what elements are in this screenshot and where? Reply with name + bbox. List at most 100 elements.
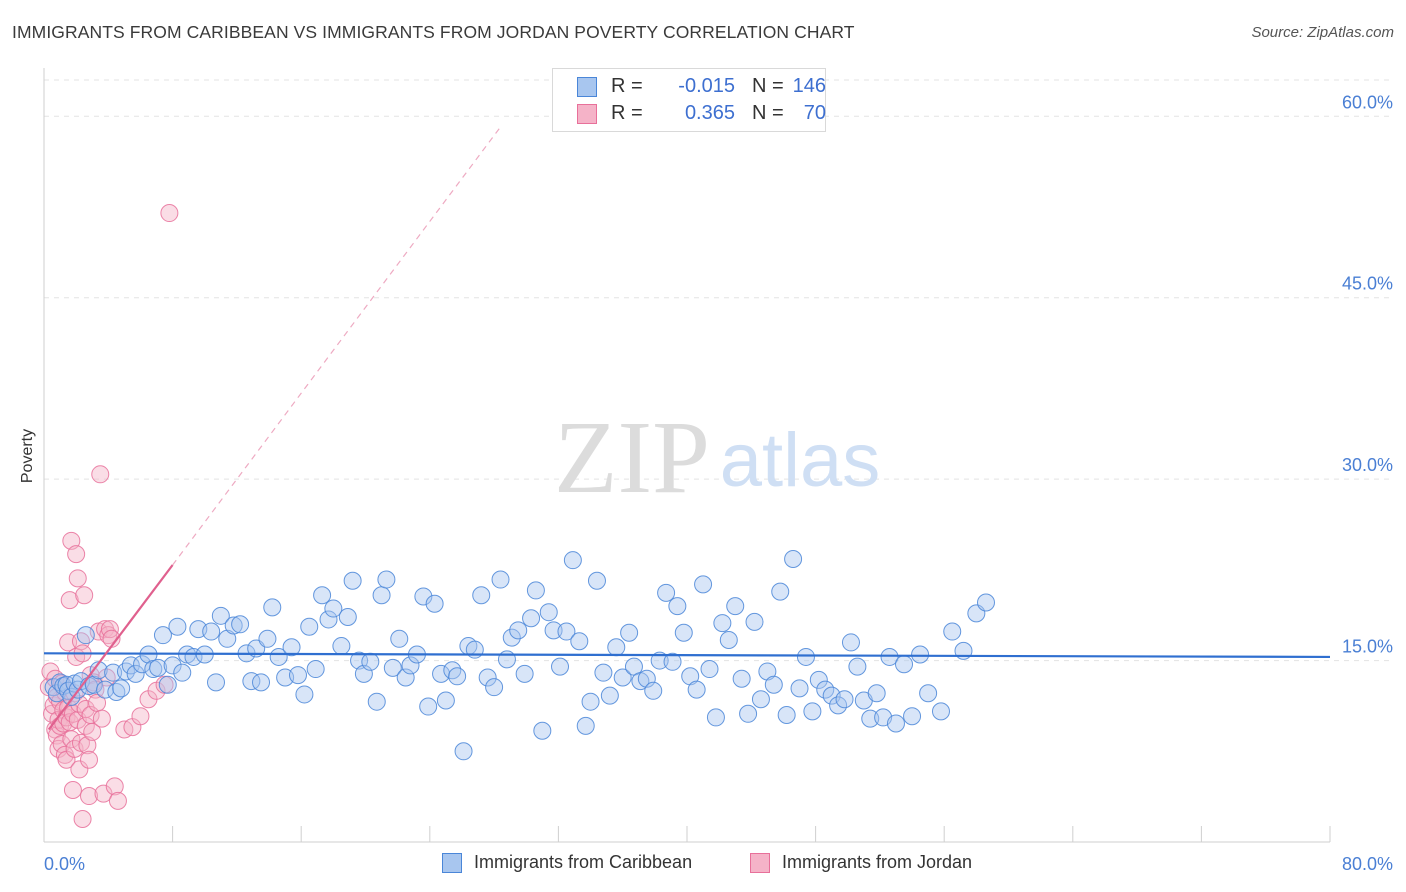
caribbean-trend-line xyxy=(43,652,1331,659)
caribbean-point xyxy=(570,632,589,651)
caribbean-point xyxy=(288,666,307,685)
caribbean-point xyxy=(533,721,552,740)
jordan-point xyxy=(59,633,78,652)
caribbean-point xyxy=(454,742,473,761)
caribbean-point xyxy=(390,629,409,648)
bottom-legend-label-jordan: Immigrants from Jordan xyxy=(782,852,973,872)
caribbean-point xyxy=(931,702,950,721)
jordan-point xyxy=(92,709,111,728)
y-tick-label: 60.0% xyxy=(1342,92,1393,112)
jordan-point xyxy=(78,736,97,755)
jordan-point xyxy=(80,750,99,769)
caribbean-point xyxy=(861,709,880,728)
jordan-point xyxy=(62,730,81,749)
jordan-point xyxy=(131,707,150,726)
caribbean-point xyxy=(600,686,619,705)
legend-r-label: R = xyxy=(611,75,643,97)
caribbean-point xyxy=(84,675,103,694)
caribbean-point xyxy=(687,680,706,699)
jordan-point xyxy=(70,760,89,779)
jordan-point xyxy=(83,722,102,741)
jordan-point xyxy=(160,204,179,223)
caribbean-point xyxy=(796,647,815,666)
caribbean-point xyxy=(414,587,433,606)
caribbean-point xyxy=(587,571,606,590)
caribbean-point xyxy=(663,652,682,671)
caribbean-point xyxy=(809,670,828,689)
caribbean-point xyxy=(258,629,277,648)
caribbean-point xyxy=(478,668,497,687)
caribbean-point xyxy=(485,678,504,697)
caribbean-point xyxy=(436,691,455,710)
caribbean-point xyxy=(158,675,177,694)
caribbean-point xyxy=(509,621,528,640)
caribbean-point xyxy=(886,714,905,733)
caribbean-point xyxy=(751,690,770,709)
caribbean-point xyxy=(443,661,462,680)
jordan-point xyxy=(76,699,95,718)
caribbean-point xyxy=(657,583,676,602)
caribbean-point xyxy=(76,626,95,645)
jordan-point xyxy=(73,810,92,829)
caribbean-point xyxy=(224,616,243,635)
caribbean-point xyxy=(396,668,415,687)
caribbean-point xyxy=(491,570,510,589)
caribbean-point xyxy=(848,657,867,676)
caribbean-point xyxy=(551,657,570,676)
caribbean-point xyxy=(319,610,338,629)
caribbean-point xyxy=(867,684,886,703)
correlation-legend: R = -0.015 N = 146 R = 0.365 N = 70 xyxy=(552,68,826,132)
jordan-point xyxy=(99,626,118,645)
caribbean-point xyxy=(644,681,663,700)
jordan-point xyxy=(68,569,87,588)
caribbean-point xyxy=(231,615,250,634)
caribbean-point xyxy=(104,663,123,682)
caribbean-point xyxy=(880,647,899,666)
caribbean-point xyxy=(242,672,261,691)
caribbean-point xyxy=(168,617,187,636)
jordan-trend-extension xyxy=(172,124,503,566)
jordan-point xyxy=(94,784,113,803)
caribbean-point xyxy=(96,680,115,699)
caribbean-point xyxy=(419,697,438,716)
caribbean-point xyxy=(306,660,325,679)
caribbean-point xyxy=(522,609,541,628)
caribbean-point xyxy=(515,664,534,683)
chart-title: IMMIGRANTS FROM CARIBBEAN VS IMMIGRANTS … xyxy=(12,22,855,42)
jordan-point xyxy=(108,791,127,810)
gridlines xyxy=(44,79,1394,662)
caribbean-point xyxy=(911,645,930,664)
caribbean-point xyxy=(841,633,860,652)
jordan-point xyxy=(91,465,110,484)
caribbean-point xyxy=(153,626,172,645)
caribbean-point xyxy=(544,621,563,640)
caribbean-point xyxy=(726,597,745,616)
caribbean-point xyxy=(594,663,613,682)
caribbean-point xyxy=(620,623,639,642)
caribbean-point xyxy=(607,638,626,657)
caribbean-point xyxy=(976,593,995,612)
caribbean-point xyxy=(497,650,516,669)
caribbean-point xyxy=(313,586,332,605)
legend-n-label: N = xyxy=(752,102,784,124)
jordan-point xyxy=(105,777,124,796)
caribbean-point xyxy=(324,599,343,618)
caribbean-point xyxy=(252,673,271,692)
caribbean-point xyxy=(700,660,719,679)
caribbean-point xyxy=(448,667,467,686)
caribbean-point xyxy=(713,614,732,633)
caribbean-point xyxy=(263,598,282,617)
caribbean-point xyxy=(472,586,491,605)
caribbean-point xyxy=(432,664,451,683)
caribbean-point xyxy=(300,617,319,636)
jordan-point xyxy=(60,591,79,610)
caribbean-point xyxy=(576,716,595,735)
caribbean-point xyxy=(163,656,182,675)
legend-r-value-caribbean: -0.015 xyxy=(678,75,735,97)
caribbean-point xyxy=(207,673,226,692)
caribbean-point xyxy=(613,668,632,687)
jordan-point xyxy=(100,620,119,639)
caribbean-point xyxy=(650,651,669,670)
caribbean-point xyxy=(895,655,914,674)
bottom-legend-swatch-jordan xyxy=(750,853,770,873)
